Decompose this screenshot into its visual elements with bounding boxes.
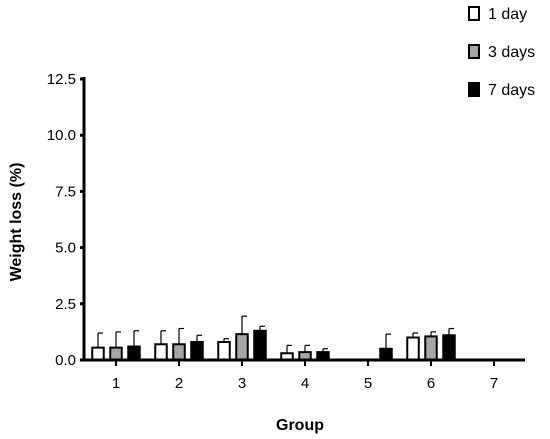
x-tick-label: 2: [175, 375, 183, 392]
y-axis: 0.0 2.5 5.0 7.5 10.0 12.5: [47, 71, 86, 369]
x-tick-label: 3: [238, 375, 246, 392]
x-tick-label: 6: [427, 375, 435, 392]
bar-3-group-6: [442, 334, 456, 362]
bar-1-group-2: [154, 343, 168, 362]
x-tick-label: 7: [490, 375, 498, 392]
y-tick-label: 10.0: [47, 127, 76, 144]
x-tick-label: 5: [364, 375, 372, 392]
bar-3-group-5: [379, 347, 393, 362]
bar-2-group-3: [235, 333, 249, 362]
bars-group: [91, 329, 456, 362]
bar-3-group-3: [253, 329, 267, 361]
y-tick-label: 5.0: [55, 240, 76, 257]
bar-3-group-1: [127, 345, 141, 361]
bar-3-group-2: [190, 341, 204, 361]
y-tick-label: 12.5: [47, 71, 76, 88]
bar-1-group-6: [406, 336, 420, 361]
legend-swatch-2: [468, 44, 480, 59]
y-axis-title: Weight loss (%): [8, 163, 25, 282]
x-tick-label: 1: [112, 375, 120, 392]
x-axis-title: Group: [276, 417, 324, 434]
bar-1-group-1: [91, 346, 105, 361]
legend: 1 day 3 days 7 days: [468, 6, 535, 99]
bar-2-group-6: [424, 335, 438, 361]
y-tick-label: 2.5: [55, 296, 76, 313]
legend-swatch-3: [468, 82, 480, 97]
bar-2-group-2: [172, 343, 186, 362]
y-tick-label: 0.0: [55, 352, 76, 369]
x-tick-label: 4: [301, 375, 309, 392]
legend-label-1: 1 day: [488, 6, 527, 23]
y-tick-label: 7.5: [55, 183, 76, 200]
legend-label-3: 7 days: [488, 82, 535, 99]
legend-label-2: 3 days: [488, 44, 535, 61]
bar-1-group-3: [217, 341, 231, 361]
error-bars-group: [97, 315, 454, 354]
bar-2-group-1: [109, 346, 123, 361]
legend-swatch-1: [468, 6, 480, 21]
x-axis: 1 2 3 4 5 6 7: [83, 358, 525, 392]
